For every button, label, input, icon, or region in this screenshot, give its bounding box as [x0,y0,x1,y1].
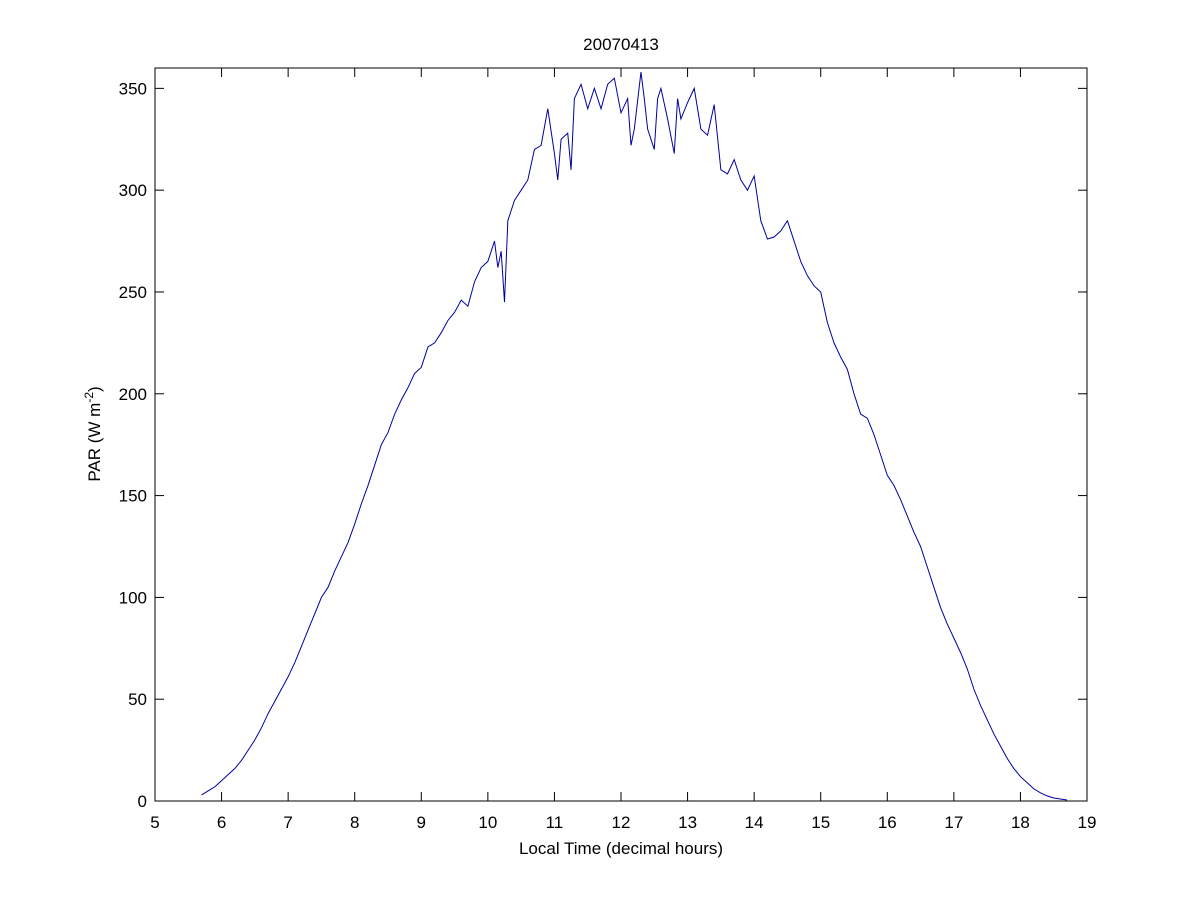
x-tick-label: 18 [1011,813,1030,832]
x-tick-label: 17 [944,813,963,832]
y-label-sup: -2 [82,392,96,403]
chart-title: 20070413 [583,35,659,54]
plot-area [154,67,1088,802]
y-tick-label: 300 [119,181,147,200]
data-line [201,72,1068,801]
x-tick-label: 5 [150,813,159,832]
y-tick-label: 100 [119,588,147,607]
x-tick-label: 6 [217,813,226,832]
x-tick-label: 9 [417,813,426,832]
y-tick-label: 0 [138,792,147,811]
y-tick-label: 350 [119,79,147,98]
y-tick-label: 150 [119,487,147,506]
y-tick-label: 50 [128,690,147,709]
x-tick-label: 10 [478,813,497,832]
y-axis-label: PAR (W m-2) [82,386,104,481]
y-tick-label: 200 [119,385,147,404]
x-tick-label: 13 [678,813,697,832]
x-tick-label: 15 [811,813,830,832]
y-label-main: PAR (W m [85,403,104,482]
x-tick-label: 12 [612,813,631,832]
x-tick-label: 8 [350,813,359,832]
x-tick-label: 7 [283,813,292,832]
x-axis-label: Local Time (decimal hours) [519,839,723,858]
x-tick-label: 11 [546,813,564,832]
x-tick-label: 14 [745,813,764,832]
y-tick-label: 250 [119,283,147,302]
y-label-end: ) [85,386,104,392]
x-tick-label: 19 [1078,813,1097,832]
x-tick-label: 16 [878,813,897,832]
